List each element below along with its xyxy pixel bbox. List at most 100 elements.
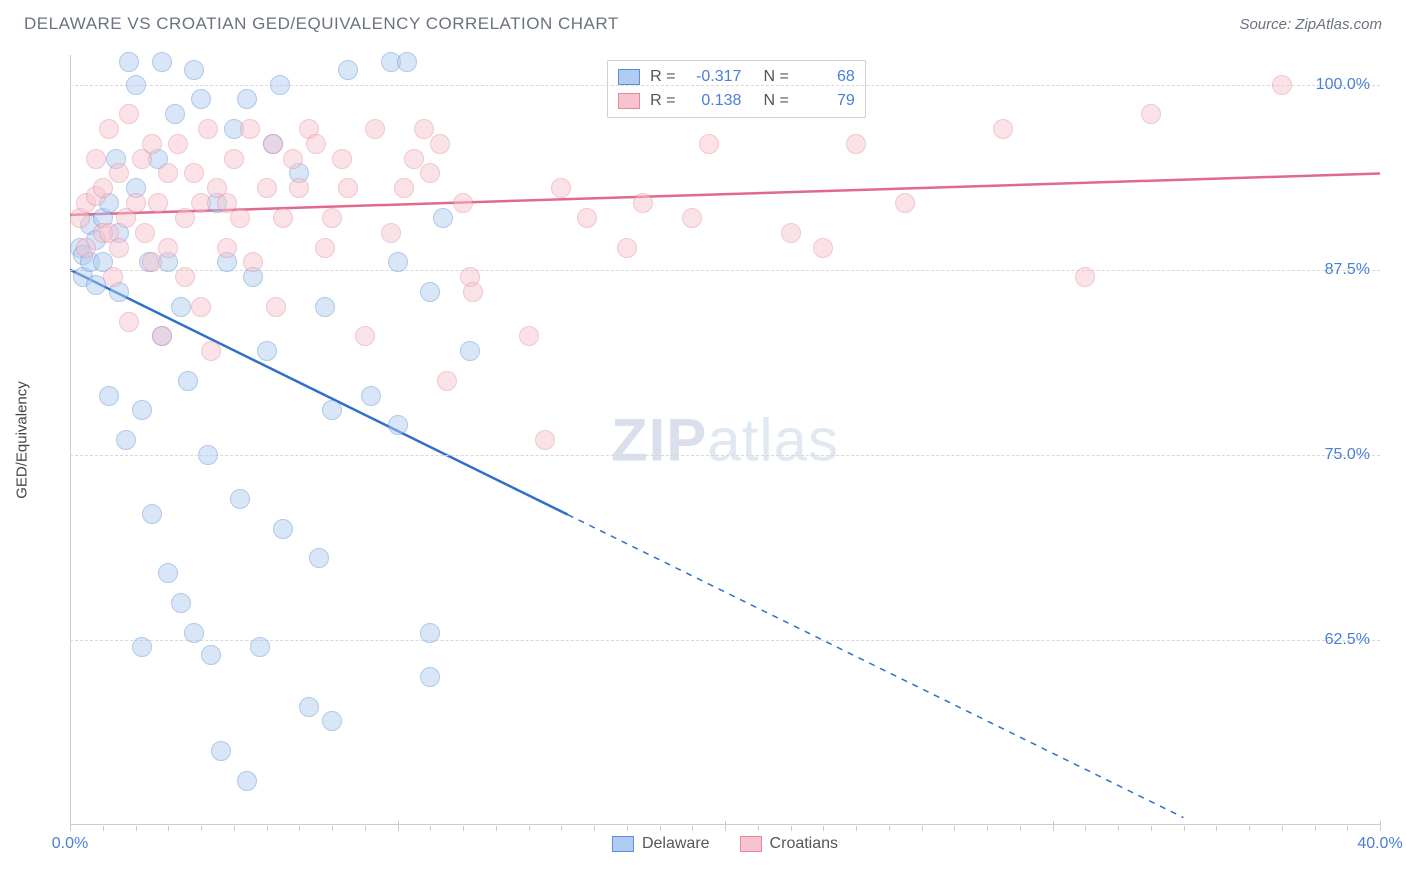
legend-swatch [618,93,640,109]
data-point [519,326,539,346]
data-point [309,548,329,568]
data-point [682,208,702,228]
y-axis-line [70,55,71,825]
data-point [119,312,139,332]
data-point [535,430,555,450]
x-tick [1118,826,1119,831]
x-tick [856,826,857,831]
data-point [198,119,218,139]
data-point [116,430,136,450]
data-point [1141,104,1161,124]
data-point [361,386,381,406]
data-point [165,104,185,124]
data-point [201,645,221,665]
y-axis-title: GED/Equivalency [14,381,31,499]
data-point [846,134,866,154]
data-point [420,282,440,302]
x-tick [103,826,104,831]
data-point [1075,267,1095,287]
data-point [322,208,342,228]
data-point [201,341,221,361]
legend-swatch [612,836,634,852]
data-point [142,252,162,272]
trend-lines [70,55,1380,825]
data-point [322,400,342,420]
data-point [152,326,172,346]
data-point [315,238,335,258]
data-point [332,149,352,169]
data-point [463,282,483,302]
data-point [171,297,191,317]
x-tick [823,826,824,831]
data-point [577,208,597,228]
data-point [306,134,326,154]
x-tick [627,826,628,831]
x-tick [201,826,202,831]
data-point [132,400,152,420]
data-point [263,134,283,154]
data-point [109,163,129,183]
data-point [132,637,152,657]
data-point [211,741,231,761]
legend-label: Delaware [642,835,710,853]
data-point [633,193,653,213]
data-point [404,149,424,169]
data-point [338,178,358,198]
data-point [315,297,335,317]
data-point [168,134,188,154]
data-point [257,341,277,361]
x-tick-label: 0.0% [52,835,88,853]
x-tick [1347,826,1348,831]
data-point [266,297,286,317]
data-point [148,193,168,213]
x-tick [1184,826,1185,831]
watermark: ZIPatlas [611,406,839,475]
data-point [99,119,119,139]
data-point [240,119,260,139]
data-point [397,52,417,72]
x-tick [1380,821,1381,831]
data-point [394,178,414,198]
data-point [250,637,270,657]
data-point [158,238,178,258]
y-tick-label: 100.0% [1316,76,1370,94]
data-point [237,771,257,791]
x-tick [463,826,464,831]
gridline [70,455,1380,456]
chart-title: DELAWARE VS CROATIAN GED/EQUIVALENCY COR… [24,14,619,34]
legend-item: Croatians [740,835,838,853]
data-point [420,163,440,183]
x-tick [136,826,137,831]
x-tick [1249,826,1250,831]
data-point [388,415,408,435]
data-point [420,667,440,687]
legend-n-label: N = [763,89,788,113]
x-tick [398,821,399,831]
data-point [184,163,204,183]
data-point [135,223,155,243]
x-tick [594,826,595,831]
x-tick [496,826,497,831]
data-point [257,178,277,198]
data-point [198,445,218,465]
x-tick [365,826,366,831]
x-tick [332,826,333,831]
data-point [184,60,204,80]
data-point [152,52,172,72]
x-tick [791,826,792,831]
data-point [230,208,250,228]
data-point [158,163,178,183]
data-point [119,52,139,72]
data-point [437,371,457,391]
data-point [126,75,146,95]
legend-swatch [740,836,762,852]
x-tick [430,826,431,831]
data-point [86,149,106,169]
x-tick [1085,826,1086,831]
data-point [381,223,401,243]
legend-label: Croatians [770,835,838,853]
data-point [322,711,342,731]
gridline [70,85,1380,86]
data-point [99,386,119,406]
data-point [158,563,178,583]
